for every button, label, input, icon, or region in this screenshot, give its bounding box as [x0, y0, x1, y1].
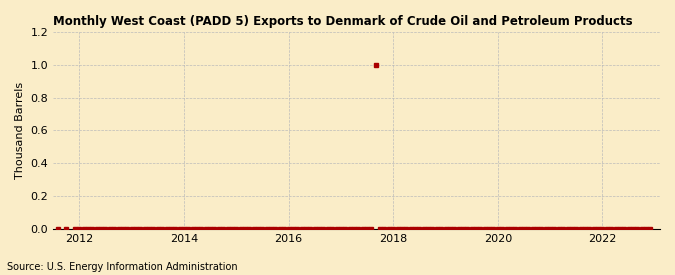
- Y-axis label: Thousand Barrels: Thousand Barrels: [15, 82, 25, 179]
- Text: Source: U.S. Energy Information Administration: Source: U.S. Energy Information Administ…: [7, 262, 238, 272]
- Text: Monthly West Coast (PADD 5) Exports to Denmark of Crude Oil and Petroleum Produc: Monthly West Coast (PADD 5) Exports to D…: [53, 15, 632, 28]
